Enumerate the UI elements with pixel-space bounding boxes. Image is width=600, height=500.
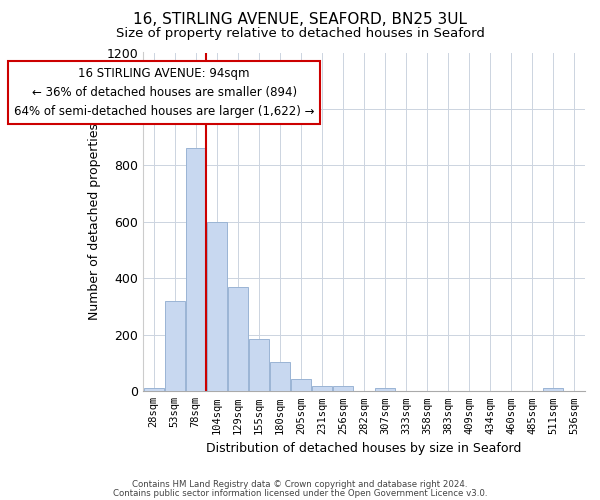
Bar [164,301,185,392]
Bar [186,148,206,392]
Bar [544,388,563,392]
Text: Size of property relative to detached houses in Seaford: Size of property relative to detached ho… [116,28,484,40]
Bar [375,388,395,392]
Bar [143,388,164,392]
Bar [312,386,332,392]
Bar [228,287,248,392]
Bar [270,362,290,392]
Bar [291,378,311,392]
X-axis label: Distribution of detached houses by size in Seaford: Distribution of detached houses by size … [206,442,522,455]
Text: 16 STIRLING AVENUE: 94sqm
← 36% of detached houses are smaller (894)
64% of semi: 16 STIRLING AVENUE: 94sqm ← 36% of detac… [14,66,314,118]
Y-axis label: Number of detached properties: Number of detached properties [88,124,101,320]
Bar [333,386,353,392]
Text: 16, STIRLING AVENUE, SEAFORD, BN25 3UL: 16, STIRLING AVENUE, SEAFORD, BN25 3UL [133,12,467,28]
Bar [207,222,227,392]
Bar [249,339,269,392]
Text: Contains public sector information licensed under the Open Government Licence v3: Contains public sector information licen… [113,489,487,498]
Text: Contains HM Land Registry data © Crown copyright and database right 2024.: Contains HM Land Registry data © Crown c… [132,480,468,489]
